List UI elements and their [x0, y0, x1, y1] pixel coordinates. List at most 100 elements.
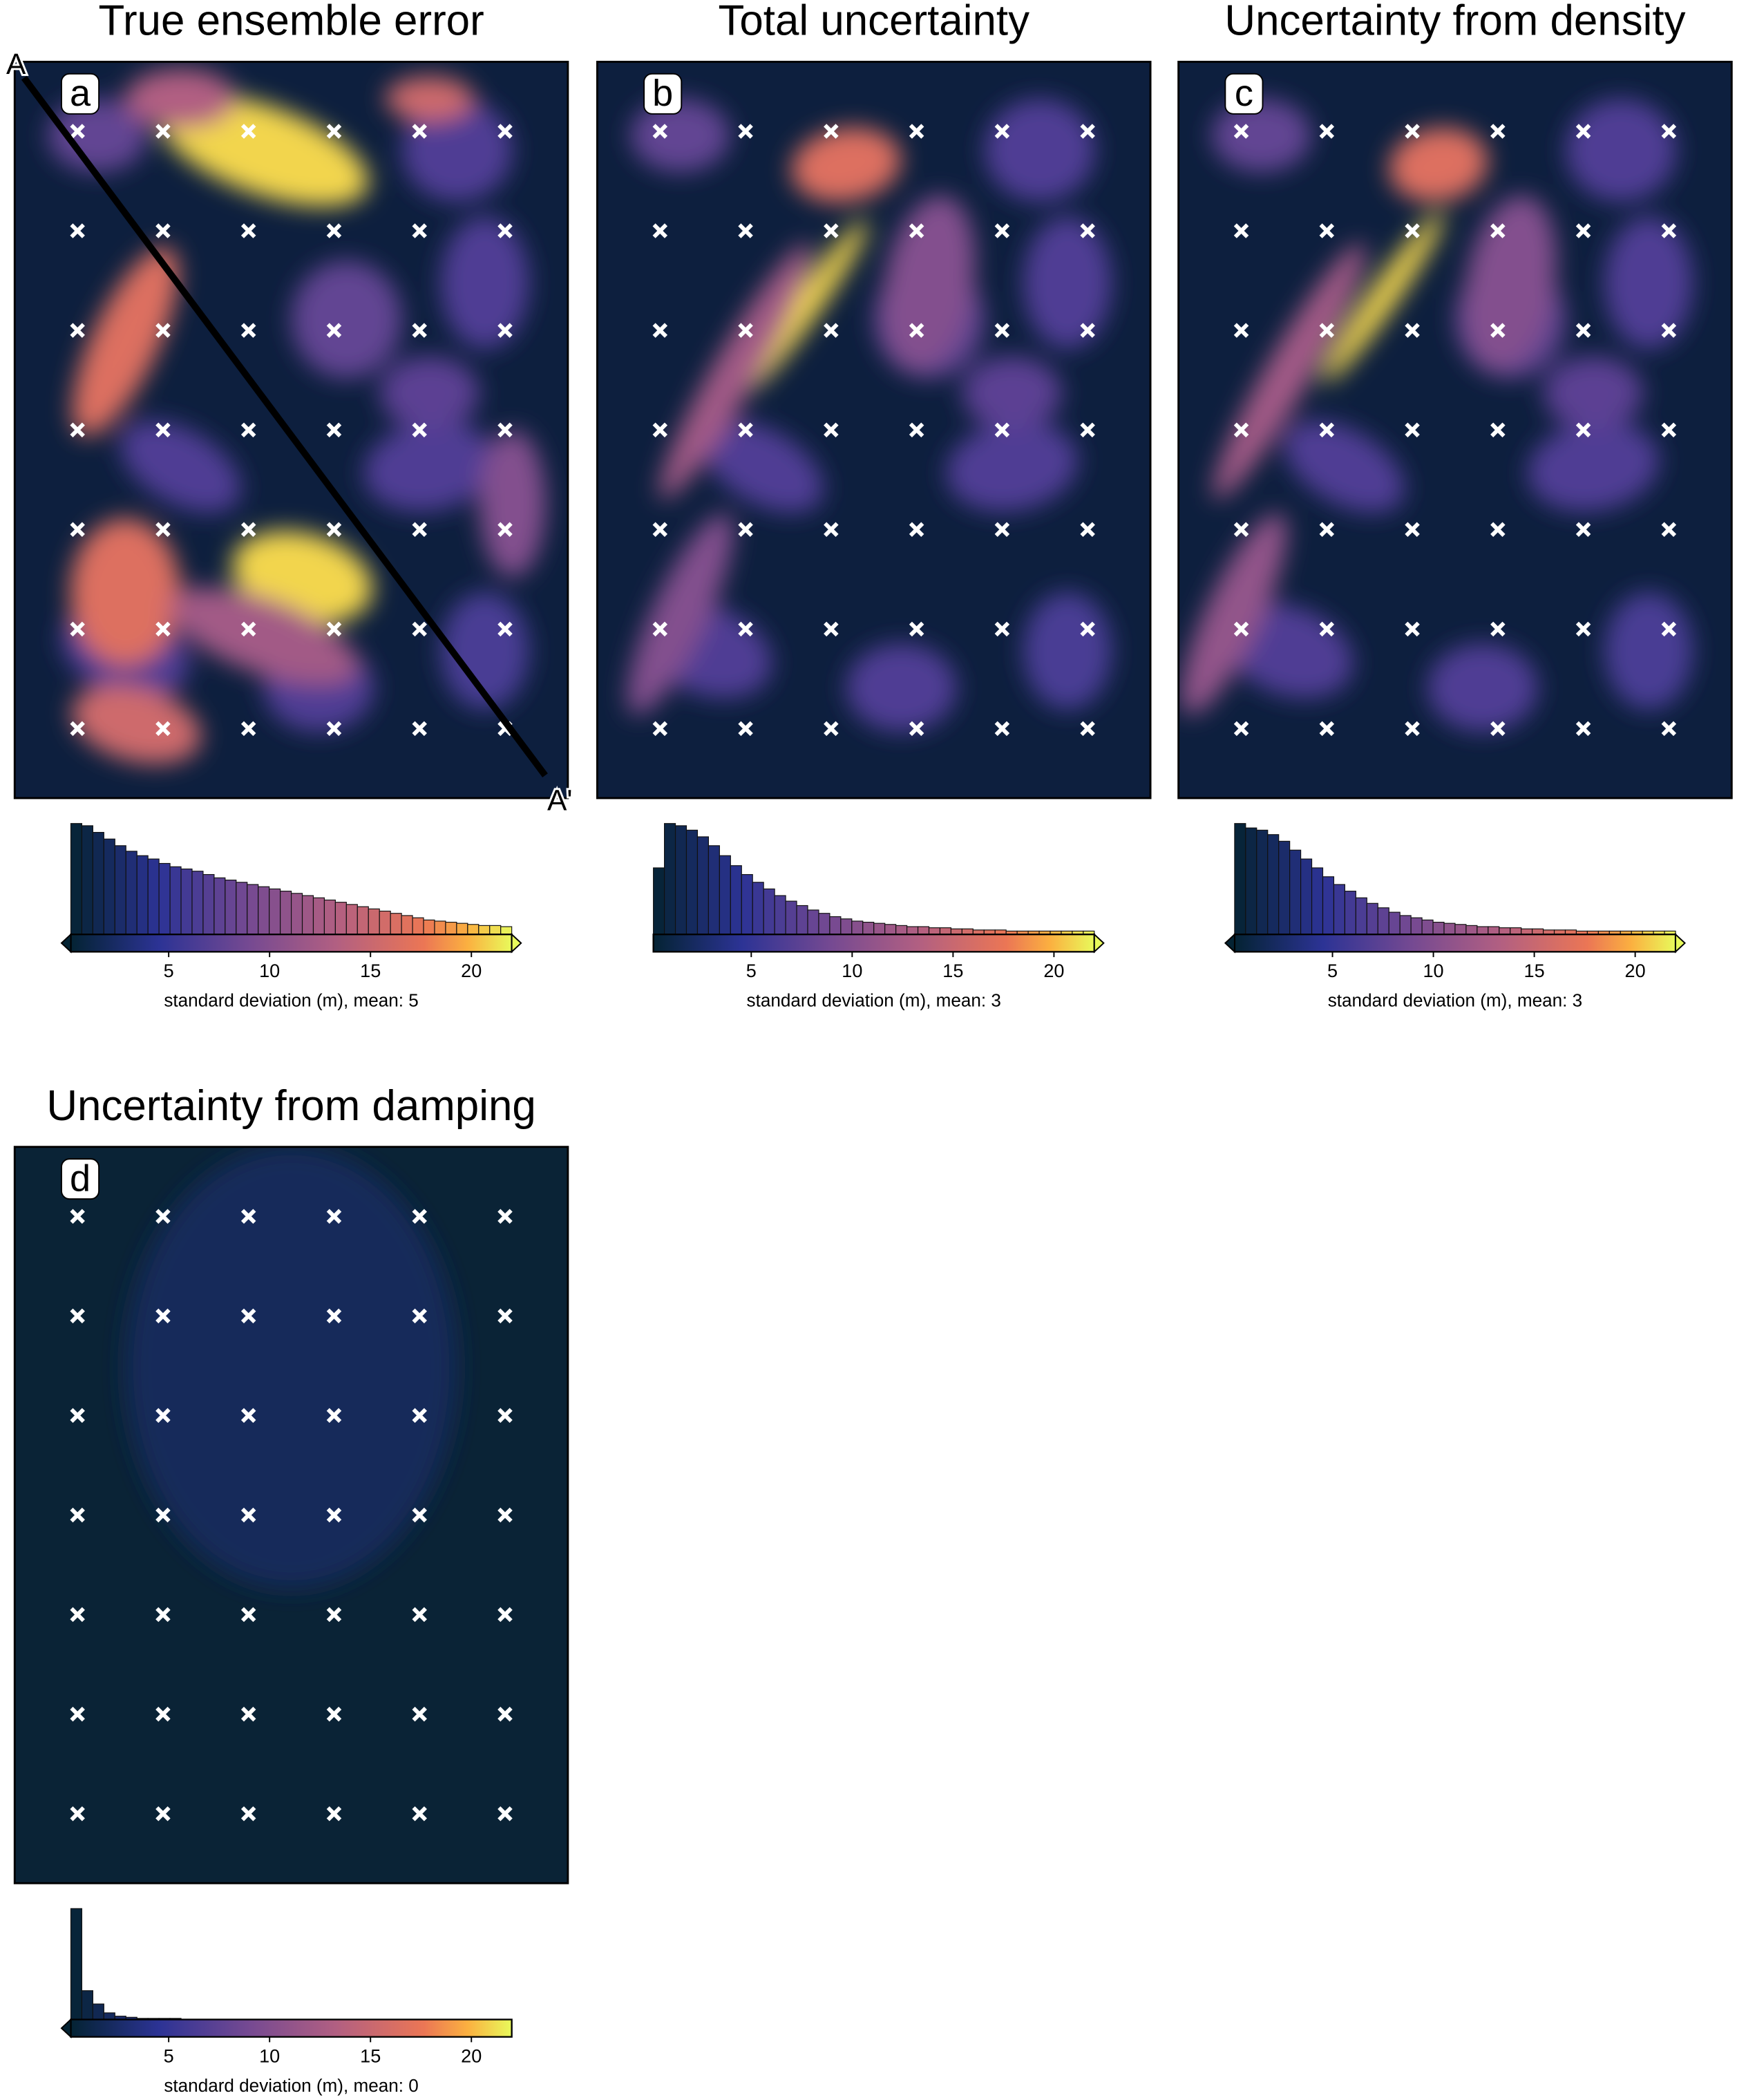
station-marker: [326, 1408, 342, 1423]
station-marker: [412, 1607, 427, 1623]
map-field: [48, 69, 546, 764]
histogram-bar: [357, 906, 369, 935]
station-marker: [412, 1806, 427, 1822]
station-marker: [70, 1607, 85, 1623]
station-marker: [1319, 223, 1335, 238]
map-blob: [379, 356, 480, 431]
station-marker: [652, 621, 668, 637]
histogram-bar: [862, 921, 875, 935]
station-marker: [70, 1706, 85, 1722]
station-marker: [412, 223, 427, 238]
station-marker: [497, 1706, 513, 1722]
histogram-bar: [81, 1990, 93, 2021]
histogram-bar: [796, 905, 808, 935]
station-marker: [824, 422, 839, 437]
station-marker: [909, 522, 924, 538]
histogram-bar: [1311, 867, 1324, 935]
histogram-bar: [907, 926, 919, 935]
histogram-bar: [301, 895, 314, 935]
station-marker: [1490, 223, 1506, 238]
histogram-bar: [1256, 829, 1269, 935]
station-marker: [738, 323, 753, 338]
histogram-bar: [147, 858, 160, 935]
histogram-bar: [323, 899, 336, 935]
colorbar-label: standard deviation (m), mean: 3: [1328, 990, 1582, 1011]
station-marker: [155, 223, 171, 238]
histogram-bar: [763, 888, 775, 935]
map-field: [125, 1146, 457, 1589]
colorbar-tick-label: 10: [259, 960, 280, 981]
map-blob: [440, 592, 529, 710]
map-blob: [48, 98, 148, 173]
histogram-bar: [401, 915, 413, 935]
station-marker: [1490, 323, 1506, 338]
histogram-bar: [136, 855, 149, 935]
station-marker: [326, 1607, 342, 1623]
station-marker: [326, 323, 342, 338]
station-marker: [652, 223, 668, 238]
station-marker: [497, 1408, 513, 1423]
panel-label: a: [70, 73, 91, 114]
histogram-bar: [312, 897, 325, 935]
map: [1178, 62, 1732, 798]
histogram-bar: [81, 825, 93, 935]
map-blob: [363, 422, 495, 512]
histogram-bar: [1355, 897, 1367, 935]
station-marker: [155, 323, 171, 338]
map: [15, 1146, 568, 1884]
station-marker: [652, 124, 668, 139]
station-marker: [994, 621, 1010, 637]
station-marker: [824, 323, 839, 338]
station-marker: [412, 323, 427, 338]
station-marker: [412, 721, 427, 737]
histogram-bar: [1510, 927, 1522, 935]
histogram-bar: [1278, 840, 1291, 935]
histogram-bar: [258, 886, 270, 935]
panel-label-box: [643, 73, 683, 115]
station-marker: [240, 1209, 256, 1224]
histogram-bar: [774, 895, 786, 935]
station-marker: [70, 124, 85, 139]
station-marker: [994, 223, 1010, 238]
station-marker: [1319, 323, 1335, 338]
station-marker: [1233, 323, 1249, 338]
histogram-bar: [1521, 928, 1533, 935]
colorbar-tick-label: 5: [746, 960, 757, 981]
station-marker: [497, 1209, 513, 1224]
map-blob: [479, 430, 546, 578]
station-marker: [412, 1308, 427, 1324]
station-marker: [412, 1408, 427, 1423]
station-marker: [155, 1507, 171, 1523]
histogram-bar: [236, 882, 248, 935]
panel-label-box: [1224, 73, 1264, 115]
histogram-bar: [1245, 827, 1257, 935]
panel-label: b: [652, 73, 673, 114]
histogram-bar: [895, 925, 908, 935]
histogram-bar: [1344, 891, 1356, 935]
map-blob: [1544, 356, 1644, 431]
station-marker: [1490, 124, 1506, 139]
colorbar-extend-max: [511, 933, 522, 954]
colorbar-extend-max: [1675, 933, 1687, 954]
histogram-bar: [730, 865, 742, 935]
station-marker: [412, 124, 427, 139]
histogram-bar: [225, 879, 237, 935]
station-marker: [497, 1507, 513, 1523]
histogram-bar: [961, 928, 974, 935]
histogram-bar: [390, 913, 402, 935]
histogram-bar: [1388, 911, 1401, 935]
station-marker: [326, 422, 342, 437]
colorbar-tick-label: 10: [842, 960, 862, 981]
map-blob: [846, 643, 957, 732]
histogram-bar: [950, 928, 962, 935]
histogram-bar: [434, 920, 446, 935]
station-marker: [497, 223, 513, 238]
histogram-bar: [191, 871, 204, 935]
histogram-bar: [456, 923, 468, 935]
histogram-bar: [202, 873, 215, 935]
station-marker: [824, 621, 839, 637]
map-blob: [1284, 420, 1405, 513]
station-marker: [1575, 422, 1591, 437]
station-marker: [1575, 223, 1591, 238]
histogram-bar: [1454, 924, 1467, 935]
